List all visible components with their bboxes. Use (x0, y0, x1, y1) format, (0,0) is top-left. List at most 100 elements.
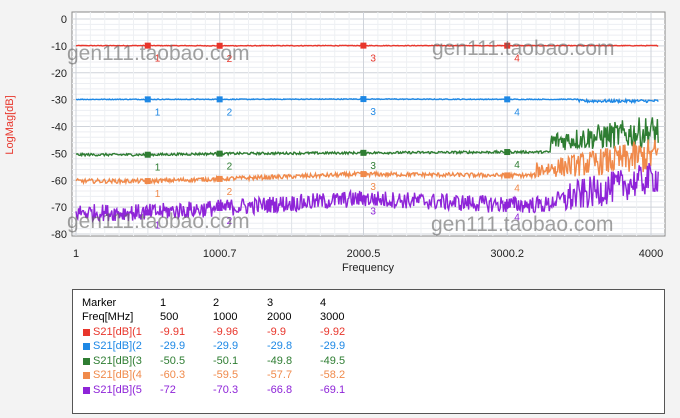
y-tick-label: -70 (51, 202, 67, 214)
trace-value: -58.2 (320, 369, 346, 382)
marker-point (360, 149, 367, 156)
marker-point (504, 96, 511, 103)
chart: 0 -10 -20 -30 -40 -50 -60 -70 -80 1 1000.7 2000.5 30… (4, 11, 666, 274)
watermark: gen111.taobao.com (67, 42, 250, 65)
series-line (76, 97, 659, 105)
marker-point (144, 96, 151, 103)
marker-point (144, 42, 151, 49)
marker-header-label: Marker (82, 297, 117, 309)
trace-value: -50.1 (213, 354, 239, 367)
marker-label: 2 (227, 54, 233, 65)
watermark: gen111.taobao.com (432, 37, 615, 60)
watermark: gen111.taobao.com (431, 213, 614, 236)
y-tick-label: -80 (51, 229, 67, 241)
marker-point (216, 204, 223, 211)
marker-label: 4 (514, 54, 520, 65)
marker-id-1: 1 (160, 297, 167, 309)
trace-name: S21[dB](3 (93, 354, 142, 367)
trace-row: S21[dB](1 -9.91 -9.96 -9.9 -9.92 (73, 325, 664, 339)
marker-id-2: 2 (213, 297, 220, 309)
trace-value: -69.1 (320, 383, 346, 396)
freq-row: Freq[MHz] 500 1000 2000 3000 (73, 310, 664, 324)
marker-label: 2 (227, 107, 233, 118)
marker-point (216, 96, 223, 103)
marker-point (216, 150, 223, 157)
marker-point (360, 42, 367, 49)
x-tick-label: 2000.5 (347, 248, 381, 260)
trace-value: -9.9 (267, 326, 286, 338)
freq-value-3: 2000 (267, 311, 292, 323)
y-tick-label: -30 (51, 95, 67, 107)
trace-value: -29.8 (267, 340, 293, 353)
trace-name: S21[dB](5 (93, 383, 142, 396)
trace-value: -49.5 (320, 354, 346, 367)
marker-label: 1 (155, 189, 161, 200)
series-line (75, 44, 659, 47)
marker-point (504, 42, 511, 49)
marker-point (216, 175, 223, 182)
trace-color-swatch (83, 386, 90, 394)
marker-table: Marker 1 2 3 4 Freq[MHz] 500 1000 2000 3… (72, 289, 665, 414)
freq-value-2: 1000 (213, 311, 238, 323)
y-tick-label: -20 (51, 68, 67, 80)
marker-label: 3 (370, 161, 376, 172)
trace-value: -29.9 (160, 340, 186, 353)
marker-header-row: Marker 1 2 3 4 (73, 296, 664, 310)
marker-label: 4 (514, 183, 520, 194)
y-tick-label: 0 (61, 14, 67, 26)
trace-value: -72 (160, 383, 176, 396)
series-line (75, 162, 659, 224)
y-tick-label: -40 (51, 122, 67, 134)
marker-point (360, 171, 367, 178)
marker-label: 2 (227, 216, 233, 227)
marker-point (360, 195, 367, 202)
trace-value: -60.3 (160, 369, 186, 382)
freq-value-4: 3000 (320, 311, 345, 323)
series-line (75, 139, 659, 186)
x-tick-label: 1000.7 (203, 248, 237, 260)
trace-color-swatch (83, 329, 90, 336)
marker-label: 3 (370, 207, 376, 218)
trace-value: -49.8 (267, 354, 293, 367)
trace-color-swatch (83, 372, 90, 380)
trace-color-swatch (83, 357, 90, 365)
marker-label: 1 (155, 107, 161, 118)
marker-label: 1 (155, 221, 161, 232)
y-tick-label: -10 (51, 41, 67, 53)
trace-value: -70.3 (213, 383, 239, 396)
marker-point (504, 201, 511, 208)
marker-point (144, 209, 151, 216)
y-tick-label: -50 (51, 148, 67, 160)
trace-row: S21[dB](3 -50.5 -50.1 -49.8 -49.5 (73, 354, 664, 368)
marker-point (504, 149, 511, 156)
freq-value-1: 500 (160, 311, 179, 323)
y-axis-title: LogMag[dB] (4, 95, 16, 154)
marker-label: 3 (370, 54, 376, 65)
marker-label: 4 (514, 160, 520, 171)
freq-label: Freq[MHz] (82, 311, 134, 323)
marker-label: 4 (514, 107, 520, 118)
trace-row: S21[dB](4 -60.3 -59.5 -57.7 -58.2 (73, 368, 664, 382)
marker-label: 3 (370, 182, 376, 193)
marker-point (144, 178, 151, 185)
trace-name: S21[dB](1 (93, 326, 142, 338)
x-tick-label: 1 (73, 248, 79, 260)
x-tick-label: 4000 (639, 248, 663, 260)
marker-id-4: 4 (320, 297, 327, 309)
marker-point (216, 42, 223, 49)
trace-value: -9.96 (213, 326, 239, 338)
trace-value: -29.9 (320, 340, 346, 353)
trace-value: -9.92 (320, 326, 346, 338)
trace-value: -29.9 (213, 340, 239, 353)
marker-label: 1 (155, 54, 161, 65)
trace-value: -50.5 (160, 354, 186, 367)
trace-row: S21[dB](2 -29.9 -29.9 -29.8 -29.9 (73, 339, 664, 353)
trace-value: -9.91 (160, 326, 186, 338)
marker-label: 4 (514, 213, 520, 224)
marker-point (360, 96, 367, 103)
trace-color-swatch (83, 343, 90, 351)
marker-label: 3 (370, 107, 376, 118)
trace-name: S21[dB](2 (93, 340, 142, 353)
y-tick-label: -60 (51, 175, 67, 187)
trace-value: -59.5 (213, 369, 239, 382)
